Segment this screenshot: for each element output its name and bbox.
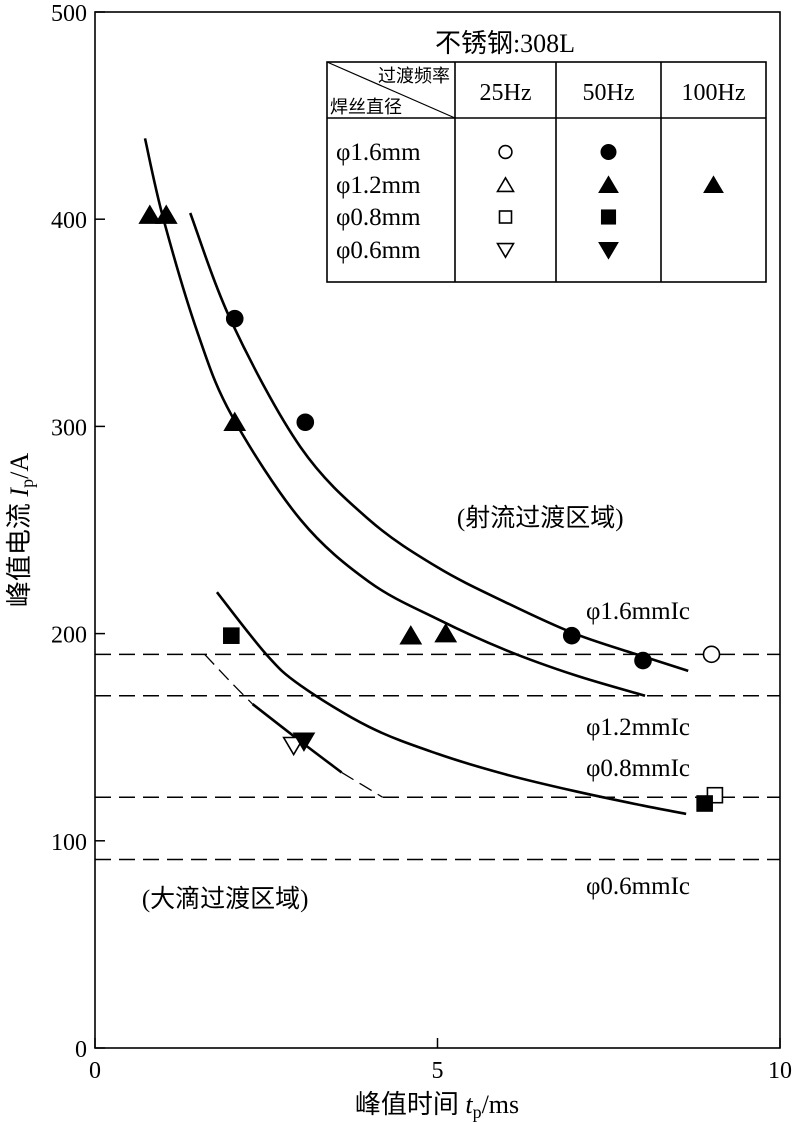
legend-column-header: 100Hz xyxy=(682,80,746,106)
xlabel: 峰值时间 tp/ms xyxy=(355,1090,519,1122)
legend-marker xyxy=(496,242,515,259)
legend-marker xyxy=(600,209,617,225)
x-tick-label: 10 xyxy=(768,1058,792,1084)
legend-corner-bottom: 焊丝直径 xyxy=(330,97,402,117)
threshold-label: φ0.6mmIc xyxy=(586,873,690,900)
legend-marker xyxy=(598,242,619,260)
region-annotation: (射流过渡区域) xyxy=(457,504,624,532)
legend-marker xyxy=(498,144,513,160)
data-point xyxy=(634,651,652,670)
y-tick-label: 100 xyxy=(51,830,87,856)
threshold-label: φ0.8mmIc xyxy=(586,755,690,782)
threshold-label: φ1.6mmIc xyxy=(586,598,690,625)
y-tick-label: 0 xyxy=(75,1037,87,1063)
fit-curve xyxy=(204,653,254,705)
data-point xyxy=(223,627,240,644)
fit-curve xyxy=(188,212,689,673)
x-tick-label: 0 xyxy=(89,1058,101,1084)
ylabel: 峰值电流 Ip/A xyxy=(5,453,37,607)
legend-marker xyxy=(496,176,515,193)
legend-marker xyxy=(600,144,617,161)
data-point xyxy=(292,732,316,752)
legend-row-label: φ1.2mm xyxy=(336,172,421,199)
legend-column-header: 25Hz xyxy=(480,80,532,106)
threshold-label: φ1.2mmIc xyxy=(586,714,690,741)
y-tick-label: 500 xyxy=(51,1,87,27)
legend-marker xyxy=(598,175,619,193)
fit-curve xyxy=(143,138,646,698)
y-tick-label: 300 xyxy=(51,415,87,441)
legend-marker xyxy=(498,210,513,224)
fit-curve xyxy=(341,771,384,798)
legend-row-label: φ0.8mm xyxy=(336,204,421,231)
legend-row-label: φ0.6mm xyxy=(336,237,421,264)
legend-marker xyxy=(703,175,724,193)
data-point xyxy=(154,204,178,224)
legend-column-header: 50Hz xyxy=(583,80,635,106)
x-tick-label: 5 xyxy=(432,1058,444,1084)
legend-row-label: φ1.6mm xyxy=(336,139,421,166)
data-point xyxy=(225,309,244,328)
fit-curve xyxy=(215,591,687,816)
region-annotation: (大滴过渡区域) xyxy=(142,885,309,913)
data-point xyxy=(696,795,713,812)
y-tick-label: 400 xyxy=(51,208,87,234)
data-point xyxy=(296,413,315,432)
data-point xyxy=(399,625,423,645)
data-point xyxy=(138,204,162,224)
legend-corner-top: 过渡频率 xyxy=(378,66,450,86)
data-point xyxy=(434,623,458,643)
data-point xyxy=(562,626,581,645)
data-point xyxy=(702,645,721,664)
data-point xyxy=(223,411,247,432)
legend-title: 不锈钢:308L xyxy=(435,29,575,58)
y-tick-label: 200 xyxy=(51,623,87,649)
